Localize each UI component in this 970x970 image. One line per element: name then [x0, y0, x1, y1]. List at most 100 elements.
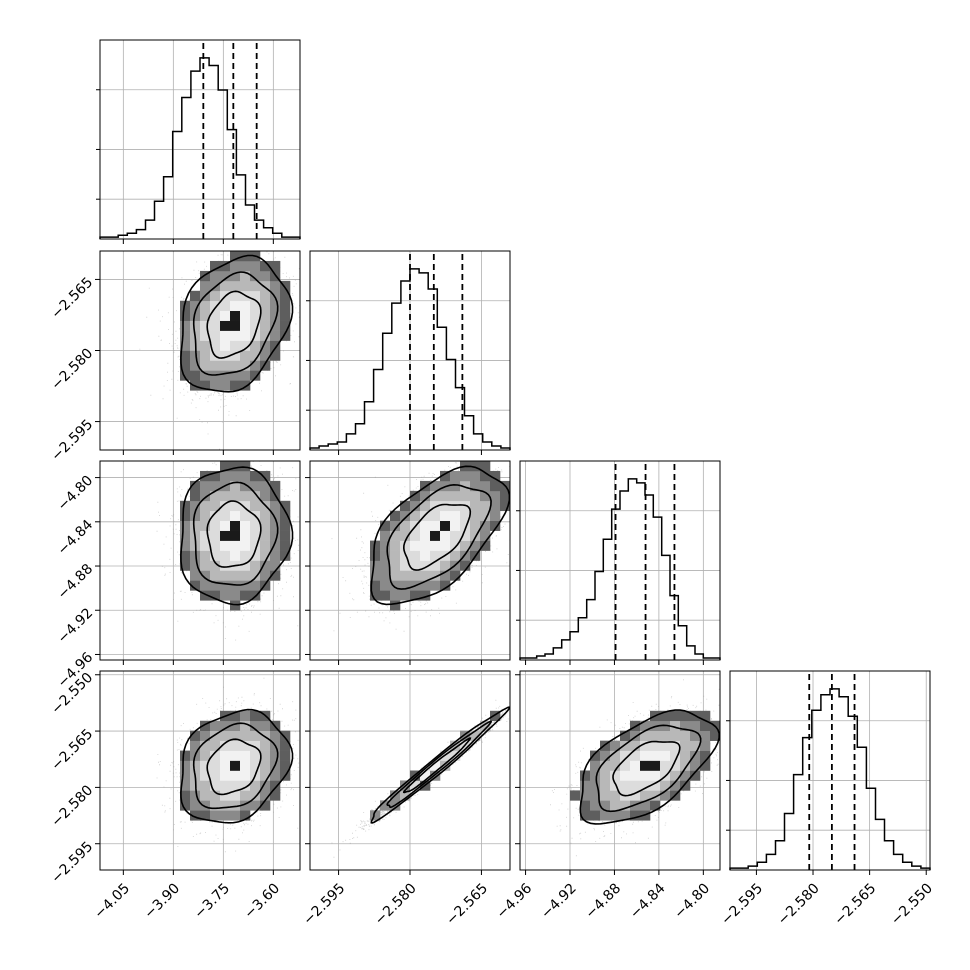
- density-cell: [180, 560, 191, 571]
- density-cell: [200, 480, 211, 492]
- density-cell: [460, 520, 471, 531]
- density-cell: [650, 740, 661, 751]
- density-cell: [260, 310, 271, 321]
- density-cell: [180, 300, 191, 311]
- density-cell: [210, 790, 221, 801]
- density-cell: [370, 560, 381, 571]
- density-cell: [190, 730, 201, 741]
- density-cell: [430, 550, 441, 561]
- panel-3-0: [100, 671, 300, 870]
- density-cell: [700, 720, 711, 731]
- density-cell: [210, 500, 221, 512]
- density-cell: [240, 550, 251, 561]
- density-cell: [220, 260, 231, 272]
- density-cell: [210, 810, 221, 821]
- panel-frame: [99, 460, 301, 661]
- density-cell: [380, 530, 391, 541]
- density-cell: [620, 750, 631, 761]
- density-cell: [190, 350, 201, 361]
- density-cell: [240, 300, 251, 311]
- density-cell: [420, 520, 431, 531]
- density-cell: [370, 810, 381, 821]
- density-cell: [480, 720, 491, 731]
- density-cell: [230, 750, 241, 761]
- density-cell: [590, 800, 601, 811]
- panel-frame: [729, 670, 931, 871]
- density-cell: [440, 490, 451, 502]
- density-cell: [220, 750, 231, 761]
- density-cell: [210, 770, 221, 781]
- density-cell: [250, 470, 261, 482]
- density-cell: [260, 360, 271, 371]
- contour-line: [402, 737, 472, 794]
- density-cell: [660, 780, 671, 791]
- density-cell: [260, 550, 271, 561]
- density-cell: [230, 770, 241, 781]
- density-cell: [200, 540, 211, 551]
- density-cell: [490, 480, 501, 492]
- x-tick-label: −2.580: [372, 880, 420, 928]
- density-cell: [600, 780, 611, 791]
- density-cell: [210, 570, 221, 581]
- density-cell: [680, 720, 691, 731]
- density-cell: [640, 750, 651, 761]
- density-cell: [370, 590, 381, 601]
- contour-line: [386, 720, 493, 808]
- density-cell: [220, 300, 231, 311]
- density-cell: [700, 760, 711, 771]
- density-cell: [270, 790, 281, 801]
- density-cell: [230, 480, 241, 492]
- density-cell: [260, 290, 271, 302]
- density-cell: [250, 790, 261, 801]
- density-cell: [430, 500, 441, 512]
- density-cell: [200, 300, 211, 311]
- y-tick-label: −4.84: [55, 517, 97, 559]
- density-cell: [200, 550, 211, 561]
- density-cell: [630, 740, 641, 751]
- density-cell: [490, 470, 501, 482]
- density-cell: [700, 750, 711, 761]
- density-cell: [260, 490, 271, 502]
- density-cell: [190, 800, 201, 811]
- density-cell: [450, 570, 461, 581]
- density-cell: [210, 550, 221, 561]
- density-cell: [200, 810, 211, 821]
- density-cell: [200, 740, 211, 751]
- density-cell: [470, 530, 481, 541]
- density-cell: [660, 710, 671, 722]
- density-cell: [470, 500, 481, 512]
- x-tick-label: −2.580: [775, 880, 823, 928]
- density-cell: [280, 540, 291, 551]
- density-cell: [200, 370, 211, 381]
- density-cell: [230, 490, 241, 502]
- density-cell: [260, 730, 271, 741]
- density-cell: [590, 790, 601, 801]
- density-cell: [280, 300, 291, 311]
- density-cell: [380, 520, 391, 531]
- histogram-step: [99, 57, 301, 239]
- contour-line: [206, 738, 262, 796]
- density-cell: [230, 280, 241, 292]
- density-cell: [220, 540, 231, 551]
- density-cell: [260, 480, 271, 492]
- density-cell: [270, 750, 281, 761]
- density-cell: [210, 380, 221, 391]
- density-cell: [430, 480, 441, 492]
- density-cell: [200, 360, 211, 371]
- density-cell: [490, 710, 501, 722]
- density-cell: [470, 540, 481, 551]
- density-cell: [250, 540, 261, 551]
- density-cell: [230, 810, 241, 821]
- density-cell: [280, 760, 291, 771]
- density-cell: [670, 760, 681, 771]
- density-cell: [690, 770, 701, 781]
- density-cell: [460, 470, 471, 482]
- density-cell: [600, 810, 611, 821]
- density-cell: [270, 340, 281, 351]
- density-cell: [250, 570, 261, 581]
- density-cell: [380, 570, 391, 581]
- density-cell: [180, 800, 191, 811]
- y-tick-label: −2.565: [48, 726, 96, 774]
- density-cell: [250, 350, 261, 361]
- density-cell: [260, 750, 271, 761]
